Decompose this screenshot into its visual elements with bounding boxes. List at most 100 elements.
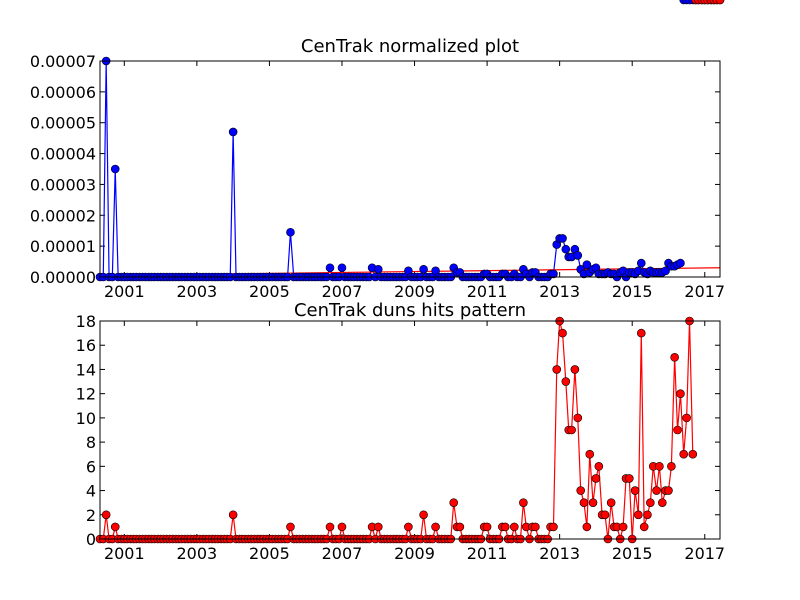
duns-hits-data-point (670, 353, 679, 362)
normalized-data-point (636, 258, 646, 268)
duns-hits-data-point (558, 328, 567, 338)
duns-hits-x-tick-label: 2013 (539, 544, 580, 563)
normalized-data-point (573, 251, 583, 260)
duns-hits-data-point (373, 522, 383, 532)
duns-hits-data-point (594, 462, 604, 471)
normalized-y-tick-label: 0.00006 (30, 83, 96, 102)
duns-hits-data-point (325, 522, 335, 532)
duns-hits-data-point (655, 462, 664, 471)
duns-hits-data-point (643, 510, 652, 520)
normalized-plot-title: CenTrak normalized plot (301, 36, 519, 57)
duns-hits-data-point (110, 522, 120, 532)
duns-hits-x-tick-label: 2017 (684, 544, 725, 563)
normalized-plot-frame (99, 60, 721, 278)
normalized-x-tick-label: 2015 (612, 282, 653, 301)
duns-hits-data-point (634, 510, 643, 520)
duns-hits-data-point (600, 510, 610, 520)
duns-hits-data-point (552, 365, 562, 374)
normalized-data-point (325, 263, 335, 273)
normalized-plot: CenTrak normalized plot 0.00000 0.00001 0.… (30, 0, 725, 301)
duns-hits-data-point (582, 522, 592, 532)
duns-hits-y-tick-label: 4 (86, 482, 96, 501)
duns-hits-data-point (337, 522, 347, 532)
duns-hits-y-tick-label: 6 (86, 457, 96, 476)
duns-hits-data-point (646, 498, 655, 507)
duns-hits-plot-title: CenTrak duns hits pattern (294, 300, 526, 321)
duns-hits-data-point (676, 389, 685, 398)
duns-hits-data-point (630, 486, 640, 495)
duns-hits-y-tick-label: 2 (86, 506, 96, 525)
normalized-data-point (582, 260, 592, 269)
normalized-x-tick-label: 2001 (104, 282, 145, 301)
normalized-data-point (419, 264, 428, 274)
normalized-data-point (676, 258, 685, 268)
duns-hits-y-tick-label: 18 (76, 312, 96, 331)
duns-hits-x-tick-label: 2001 (104, 544, 145, 563)
normalized-y-tick-label: 0.00002 (30, 206, 96, 225)
duns-hits-plot-ticks: 0 2 4 6 8 10 12 14 16 18 2001 2003 2005 2007 2009 2011 2… (76, 312, 725, 563)
normalized-data-point (661, 266, 670, 276)
duns-hits-data-point (286, 522, 295, 532)
duns-hits-data-point (101, 510, 111, 520)
duns-hits-y-tick-label: 0 (86, 530, 96, 549)
normalized-y-tick-label: 0.00005 (30, 114, 96, 133)
duns-hits-data-point (576, 486, 585, 495)
duns-hits-x-tick-label: 2009 (394, 544, 435, 563)
duns-hits-plot-frame (99, 320, 721, 540)
normalized-x-tick-label: 2011 (467, 282, 508, 301)
duns-hits-data-point (585, 449, 595, 459)
duns-hits-data-point (667, 462, 676, 471)
normalized-data-point (558, 234, 567, 243)
duns-hits-data-point (688, 449, 698, 459)
duns-hits-data-point (455, 522, 465, 532)
duns-hits-plot: CenTrak duns hits pattern 0 2 4 6 8 10 12 14 16 1… (76, 0, 725, 563)
normalized-x-tick-label: 2007 (322, 282, 363, 301)
duns-hits-data-point (404, 522, 413, 532)
duns-hits-data-point (419, 510, 428, 520)
duns-hits-x-tick-label: 2011 (467, 544, 508, 563)
duns-hits-y-tick-label: 16 (76, 336, 96, 355)
duns-hits-data-point (549, 522, 558, 532)
duns-hits-data-point (652, 486, 661, 495)
duns-hits-x-tick-label: 2015 (612, 544, 653, 563)
normalized-y-tick-label: 0.00001 (30, 237, 96, 256)
duns-hits-data-point (561, 377, 571, 386)
duns-hits-data-point (639, 522, 649, 532)
duns-hits-plot-markers (95, 0, 725, 544)
duns-hits-y-tick-label: 12 (76, 385, 96, 404)
normalized-data-point (549, 269, 558, 279)
duns-hits-data-point (658, 498, 667, 507)
normalized-data-point (337, 263, 347, 273)
duns-hits-data-point (588, 498, 598, 507)
duns-hits-data-point (591, 474, 601, 483)
duns-hits-data-point (664, 486, 673, 495)
duns-hits-data-point (573, 413, 583, 423)
normalized-x-tick-label: 2017 (684, 282, 725, 301)
duns-hits-data-point (618, 522, 628, 532)
normalized-data-point (286, 227, 295, 237)
normalized-x-tick-label: 2013 (539, 282, 580, 301)
normalized-x-tick-label: 2005 (249, 282, 290, 301)
duns-hits-x-tick-label: 2003 (177, 544, 218, 563)
duns-hits-data-point (531, 522, 540, 532)
normalized-y-tick-label: 0.00007 (30, 52, 96, 71)
duns-hits-data-point (500, 522, 510, 532)
duns-hits-data-point (519, 498, 528, 507)
duns-hits-data-point (679, 449, 689, 459)
duns-hits-y-tick-label: 10 (76, 409, 96, 428)
normalized-data-point (110, 164, 120, 174)
duns-hits-data-point (567, 425, 576, 435)
normalized-y-tick-label: 0.00000 (30, 268, 96, 287)
normalized-data-point (373, 264, 383, 274)
duns-hits-data-point (228, 510, 238, 520)
duns-hits-data-point (431, 522, 440, 532)
duns-hits-data-point (682, 413, 691, 423)
duns-hits-y-tick-label: 8 (86, 433, 96, 452)
normalized-x-tick-label: 2003 (177, 282, 218, 301)
duns-hits-data-point (636, 328, 646, 338)
normalized-y-tick-label: 0.00004 (30, 145, 96, 164)
duns-hits-y-tick-label: 14 (76, 360, 96, 379)
duns-hits-data-point (715, 0, 725, 5)
